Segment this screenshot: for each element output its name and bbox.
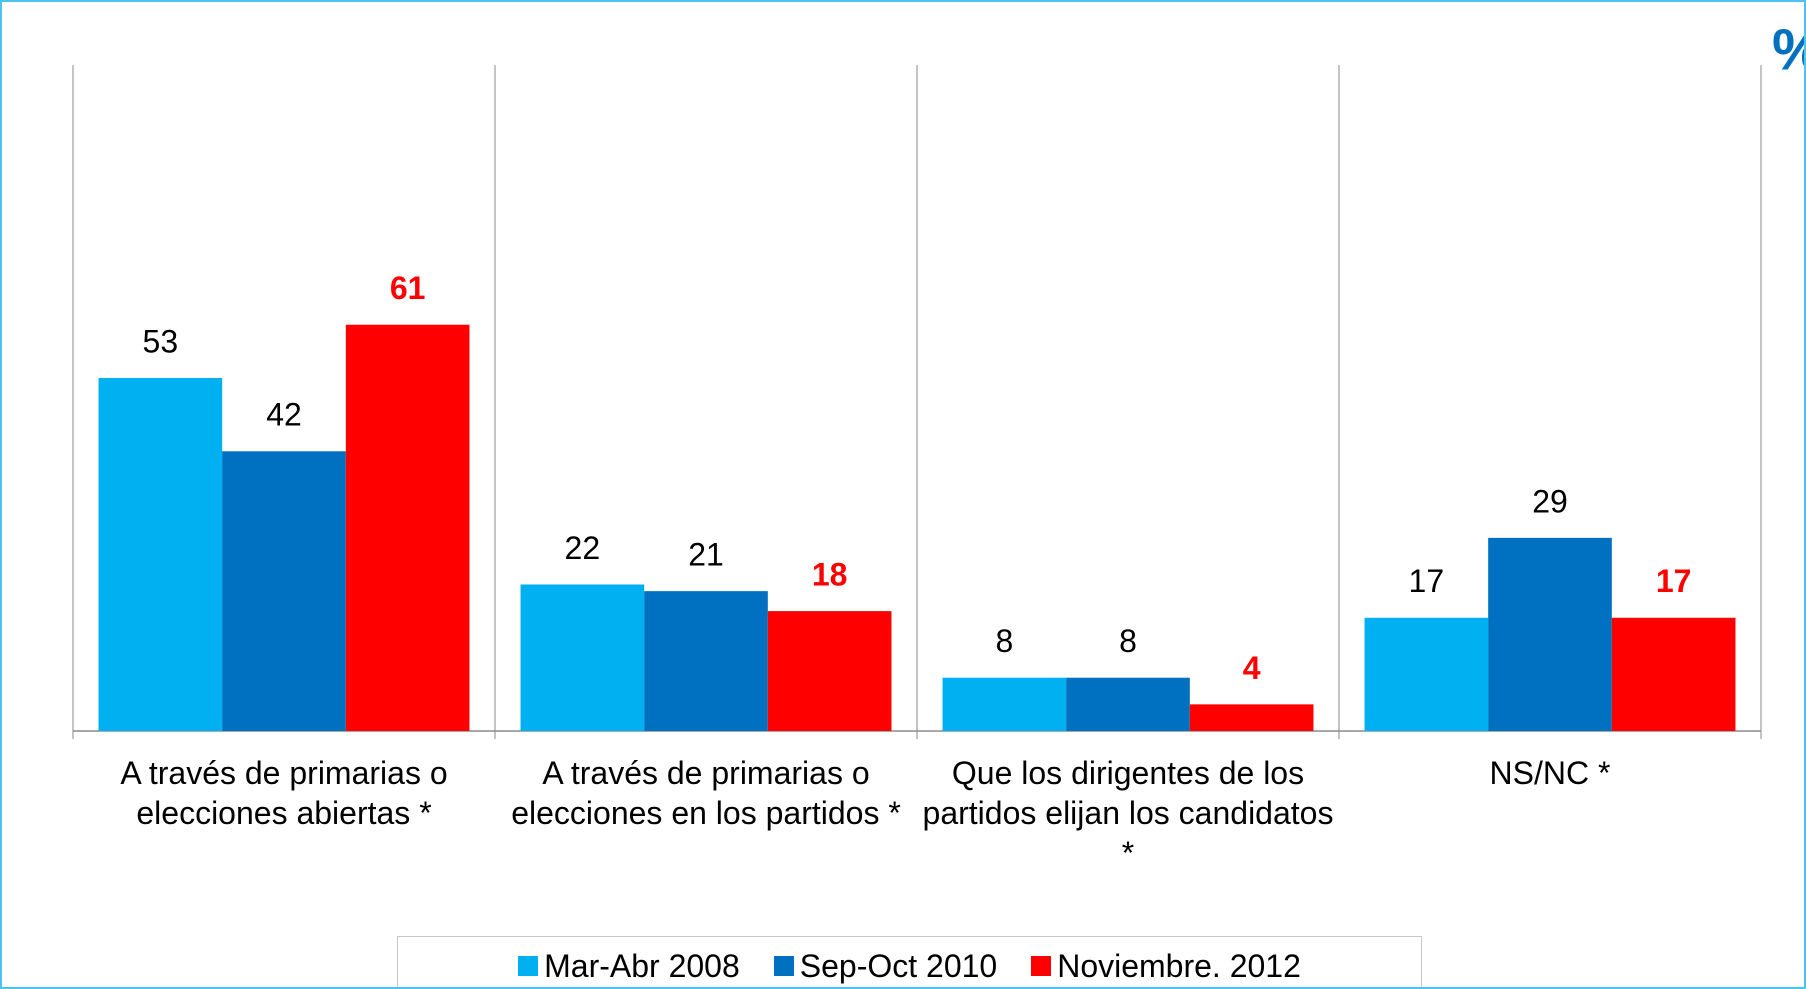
bar [1066,677,1190,731]
data-label: 17 [1409,563,1445,599]
x-tick-label: NS/NC * [1489,755,1611,791]
bar [1611,617,1736,731]
bar [942,677,1067,731]
legend-item: Noviembre. 2012 [1031,948,1301,985]
data-label: 4 [1243,650,1261,686]
data-label: 21 [688,537,724,573]
bar [520,584,645,731]
legend-label: Mar-Abr 2008 [544,947,740,984]
data-label: 42 [266,397,302,433]
legend-label: Noviembre. 2012 [1057,947,1301,984]
legend: Mar-Abr 2008 Sep-Oct 2010 Noviembre. 2012 [397,936,1422,987]
data-label: 61 [390,270,426,306]
bar [222,451,346,731]
legend-item: Sep-Oct 2010 [773,947,998,985]
bar [345,324,470,731]
bar [767,611,892,731]
legend-swatch [1031,956,1052,976]
x-tick-label: A través de primarias o elecciones en lo… [511,755,901,831]
legend-swatch [518,956,539,976]
bar [1364,617,1489,731]
bar [1488,537,1612,731]
x-tick-label: Que los dirigentes de los partidos elija… [922,755,1334,871]
data-label: 18 [812,557,848,593]
annotation: % [1772,17,1806,82]
bar [644,591,768,731]
data-label: 8 [995,623,1013,659]
legend-item: Mar-Abr 2008 [518,948,740,985]
data-label: 29 [1532,483,1568,519]
legend-label: Sep-Oct 2010 [799,947,998,984]
bar [1189,704,1314,731]
legend-swatch [773,956,794,976]
bar [98,378,223,731]
data-label: 17 [1656,563,1692,599]
x-tick-label: A través de primarias o elecciones abier… [120,755,448,831]
data-label: 22 [565,530,601,566]
data-label: 8 [1119,623,1137,659]
data-label: 53 [143,323,179,359]
